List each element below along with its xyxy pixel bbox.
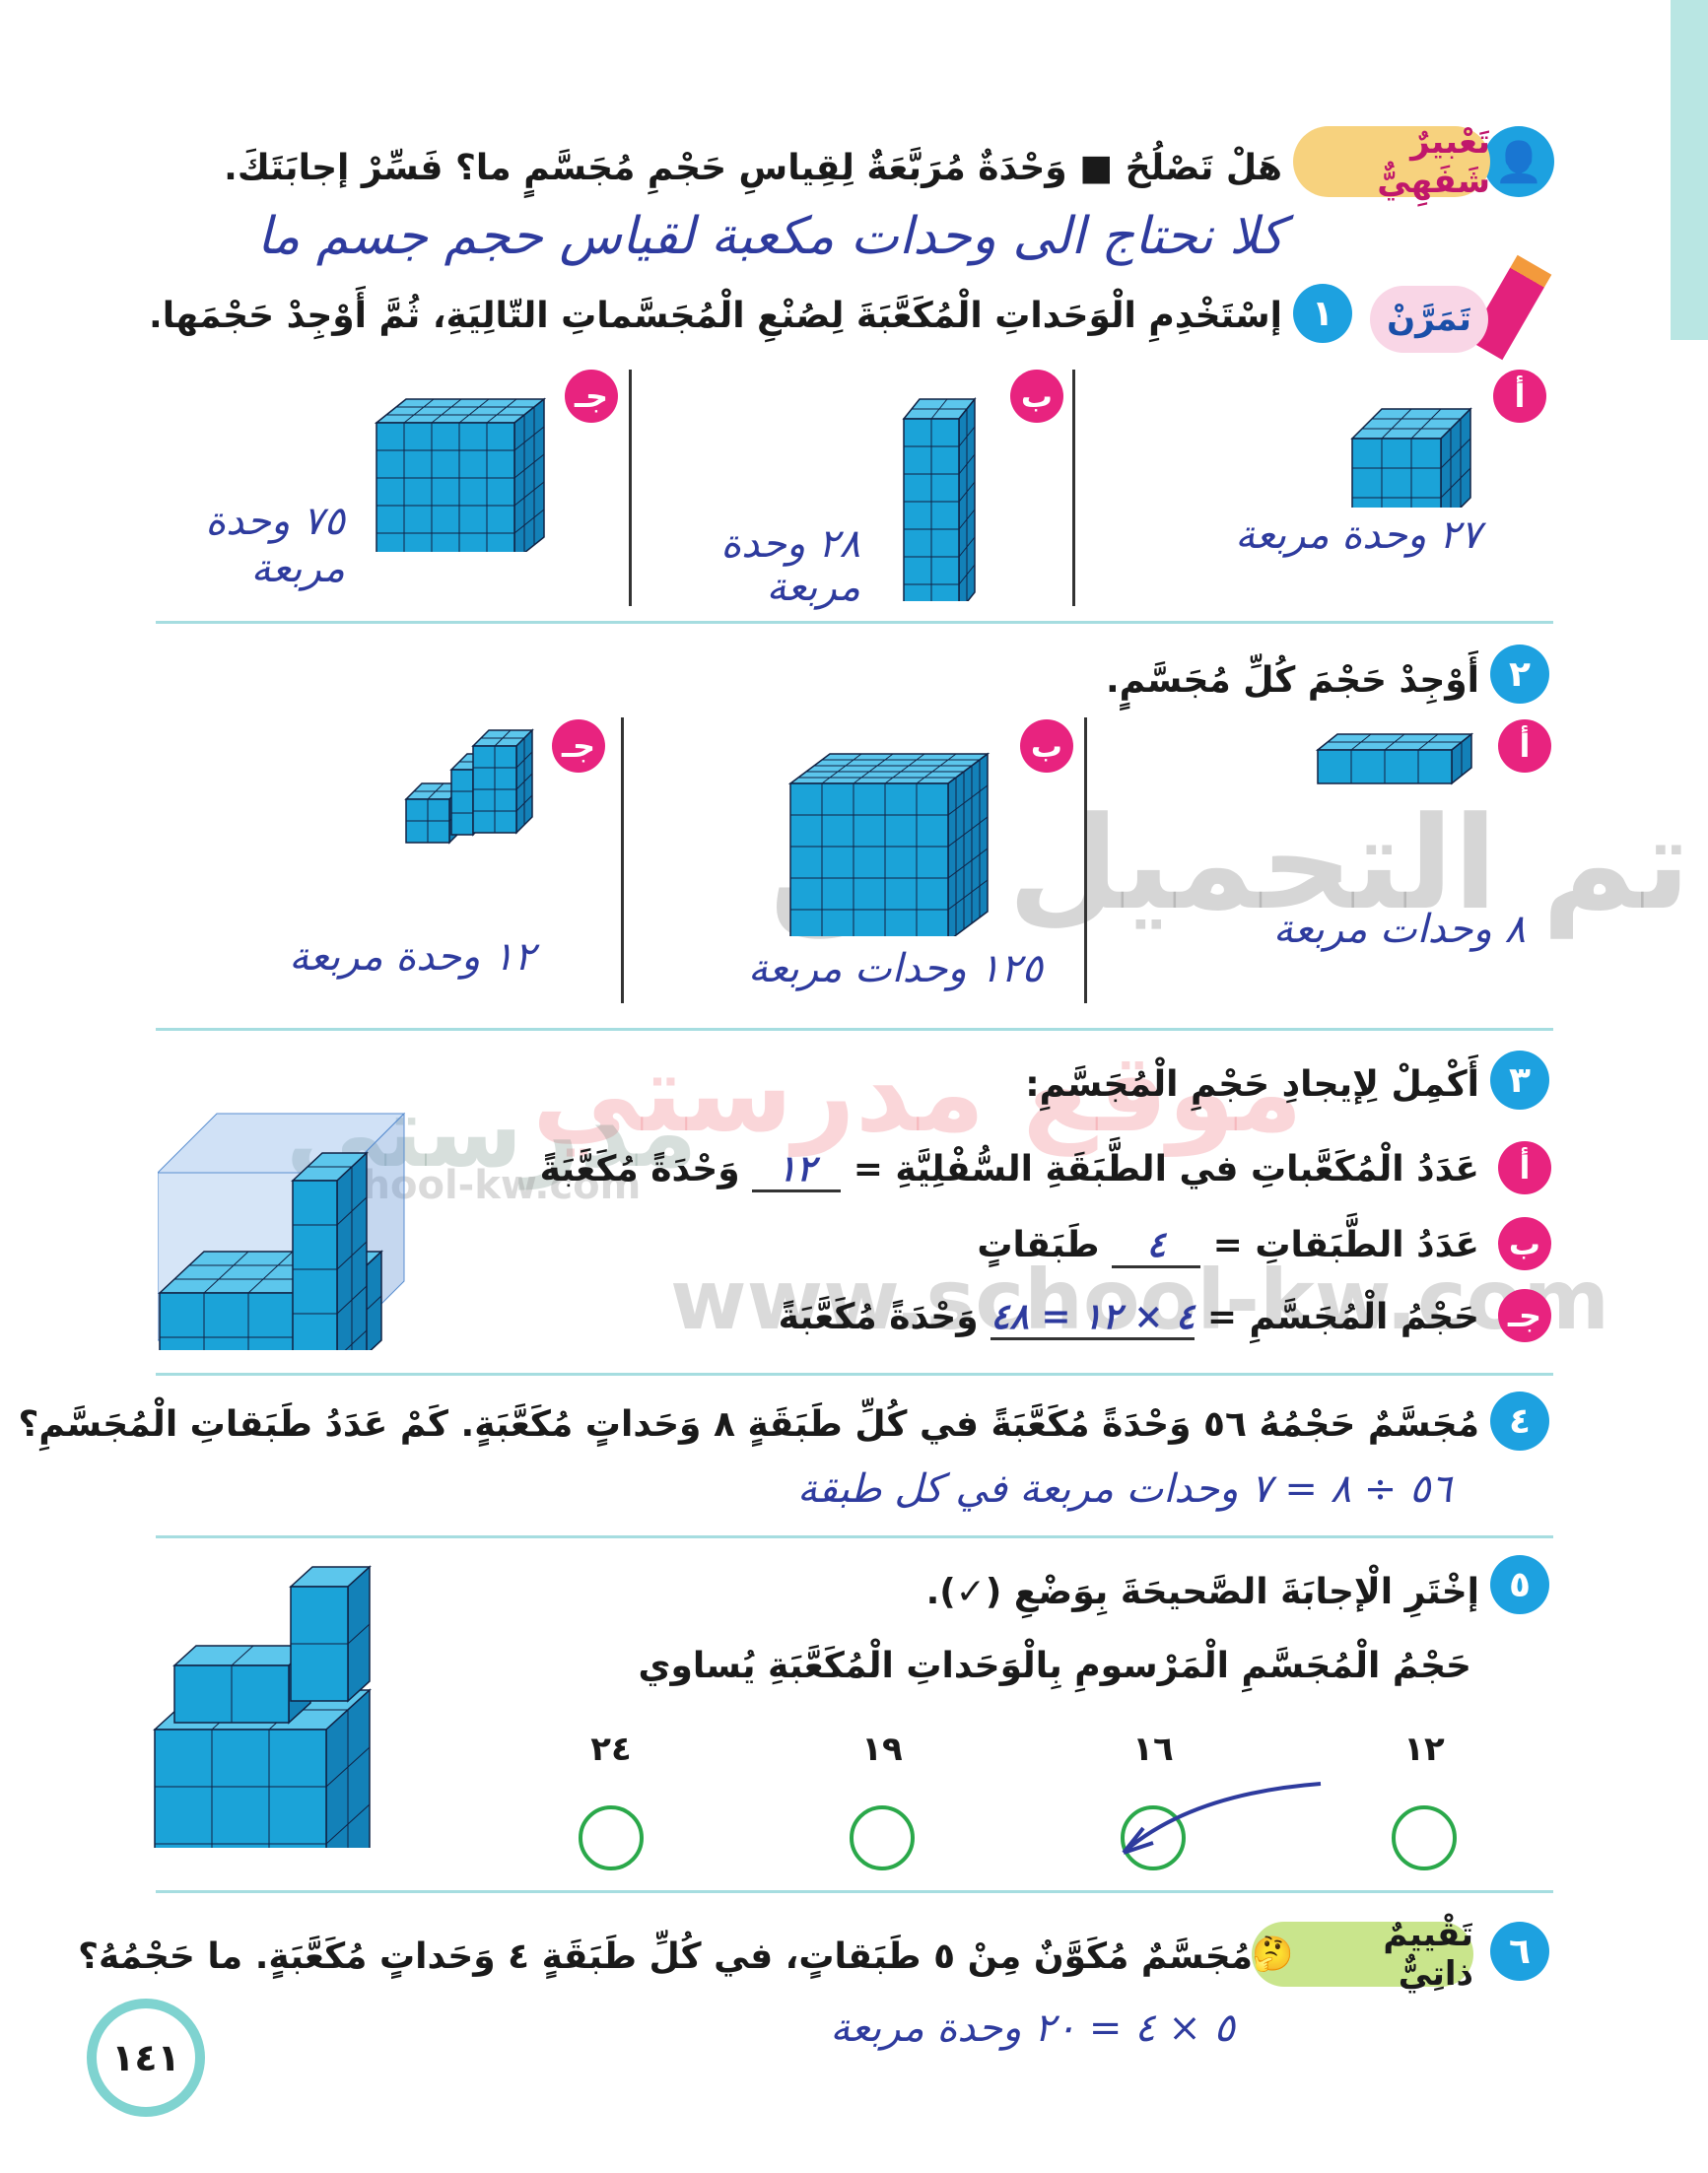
option-label: ١٩	[861, 1730, 903, 1769]
speaker-icon: 👤	[1483, 126, 1554, 197]
section-divider	[156, 621, 1553, 624]
item-letter: جـ	[565, 370, 618, 423]
answer: ٤ × ١٢ = ٤٨	[991, 1296, 1196, 1340]
badge-label: تَقْييمٌ ذاتِيٌّ	[1383, 1915, 1473, 1994]
oral-question: هَلْ تَصْلُحُ ■ وَحْدَةٌ مُرَبَّعَةٌ لِق…	[224, 148, 1282, 188]
option-circle[interactable]	[579, 1805, 644, 1870]
oral-answer: كلا نحتاج الى وحدات مكعبة لقياس حجم جسم …	[256, 207, 1284, 266]
item-letter: أ	[1493, 370, 1546, 423]
label: عَدَدُ الْمُكَعَّباتِ في الطَّبَقَةِ الس…	[853, 1149, 1479, 1189]
exercise-subtext: حَجْمُ الْمُجَسَّمِ الْمَرْسومِ بِالْوَح…	[638, 1646, 1471, 1686]
answer: ٧٥ وحدة مربعة	[205, 499, 345, 591]
exercise-text: مُجَسَّمٌ مُكَوَّنٌ مِنْ ٥ طَبَقاتٍ، في …	[78, 1936, 1253, 1977]
item-letter: جـ	[552, 719, 605, 773]
check-mark-icon	[1122, 1782, 1322, 1855]
cube-figure	[902, 396, 977, 601]
option-label: ١٢	[1403, 1730, 1445, 1769]
cube-block	[1350, 407, 1472, 508]
answer: ٢٨ وحدة مربعة	[720, 521, 860, 610]
exercise-number: ٤	[1490, 1392, 1549, 1451]
exercise-text: أَوْجِدْ حَجْمَ كُلِّ مُجَسَّمٍ.	[1105, 660, 1479, 701]
oral-badge: تَعْبيرٌ شَفَهِيٌّ	[1293, 122, 1490, 201]
watermark-arabic-2: موقع مدرستي	[532, 1030, 1303, 1156]
option-circle[interactable]	[1392, 1805, 1457, 1870]
cube-figure	[1316, 732, 1474, 785]
answer: ٨ وحدات مربعة	[1272, 907, 1526, 952]
stair-figure	[404, 728, 534, 845]
option-circle[interactable]	[1121, 1805, 1186, 1870]
exercise-text: إخْتَرِ الْإجابَةَ الصَّحيحَةَ بِوَضْعِ …	[925, 1572, 1479, 1612]
question-line-b: عَدَدُ الطَّبَقاتِ = ٤ طَبَقاتٍ	[977, 1224, 1479, 1268]
exercise-number: ٥	[1490, 1555, 1549, 1614]
cube-block	[375, 397, 547, 552]
watermark-logo-url: school-kw.com	[315, 1163, 642, 1208]
stair-figure-in-box	[158, 1112, 406, 1350]
cube-figure	[375, 397, 547, 552]
cube-figure	[788, 752, 991, 936]
item-letter: ب	[1498, 1217, 1551, 1270]
option-circle[interactable]	[850, 1805, 915, 1870]
cube-figure	[1350, 407, 1472, 508]
stair-figure	[153, 1565, 372, 1848]
page-number: ١٤١	[87, 1999, 205, 2117]
answer: ١٢	[752, 1148, 842, 1192]
exercise-number: ٦	[1490, 1922, 1549, 1981]
practice-badge: تَمَرَّنْ	[1370, 286, 1488, 353]
label: عَدَدُ الطَّبَقاتِ =	[1212, 1225, 1479, 1265]
answer: ٢٧ وحدة مربعة	[1235, 512, 1481, 558]
option-label: ٢٤	[590, 1730, 632, 1769]
item-letter: ب	[1010, 370, 1063, 423]
cube-block	[289, 1565, 372, 1703]
option-label: ١٦	[1132, 1730, 1174, 1769]
question-line-c: حَجْمُ الْمُجَسَّمِ = ٤ × ١٢ = ٤٨ وَحْدَ…	[779, 1296, 1479, 1340]
item-letter: أ	[1498, 719, 1551, 773]
section-divider	[156, 1890, 1553, 1893]
question-line-a: عَدَدُ الْمُكَعَّباتِ في الطَّبَقَةِ الس…	[540, 1148, 1479, 1192]
label: وَحْدَةً مُكَعَّبَةً	[778, 1297, 979, 1337]
item-letter: جـ	[1498, 1289, 1551, 1342]
cube-block	[788, 752, 991, 936]
cube-block	[471, 728, 534, 835]
thinking-face-icon: 🤔	[1252, 1935, 1294, 1974]
divider	[629, 370, 632, 606]
exercise-number: ٣	[1490, 1051, 1549, 1110]
exercise-number: ١	[1293, 284, 1352, 343]
item-letter: ب	[1020, 719, 1073, 773]
label: طَبَقاتٍ	[977, 1225, 1100, 1265]
cube-block	[902, 396, 977, 601]
exercise-text: أَكْمِلْ لِإيجادِ حَجْمِ الْمُجَسَّمِ:	[1025, 1064, 1479, 1105]
answer: ٤	[1112, 1224, 1201, 1268]
label: حَجْمُ الْمُجَسَّمِ =	[1206, 1297, 1479, 1337]
answer: ١٢٥ وحدات مربعة	[747, 946, 1043, 991]
section-divider	[156, 1028, 1553, 1031]
side-tab	[1671, 0, 1708, 340]
exercise-text: إسْتَخْدِمِ الْوَحَداتِ الْمُكَعَّبَةَ ل…	[149, 296, 1282, 336]
cube-block	[1316, 732, 1474, 785]
section-divider	[156, 1535, 1553, 1538]
divider	[1084, 717, 1087, 1003]
section-divider	[156, 1373, 1553, 1376]
cube-block	[291, 1151, 369, 1350]
answer: ١٢ وحدة مربعة	[289, 934, 535, 980]
answer: ٥٦ ÷ ٨ = ٧ وحدات مربعة في كل طبقة	[797, 1466, 1452, 1512]
label: وَحْدَةً مُكَعَّبَةً	[539, 1149, 740, 1189]
divider	[621, 717, 624, 1003]
exercise-text: مُجَسَّمٌ حَجْمُهُ ٥٦ وَحْدَةً مُكَعَّبَ…	[18, 1404, 1479, 1445]
divider	[1072, 370, 1075, 606]
self-assessment-badge: تَقْييمٌ ذاتِيٌّ 🤔	[1252, 1915, 1473, 1994]
exercise-number: ٢	[1490, 645, 1549, 704]
item-letter: أ	[1498, 1141, 1551, 1194]
answer: ٥ × ٤ = ٢٠ وحدة مربعة	[830, 2005, 1235, 2051]
